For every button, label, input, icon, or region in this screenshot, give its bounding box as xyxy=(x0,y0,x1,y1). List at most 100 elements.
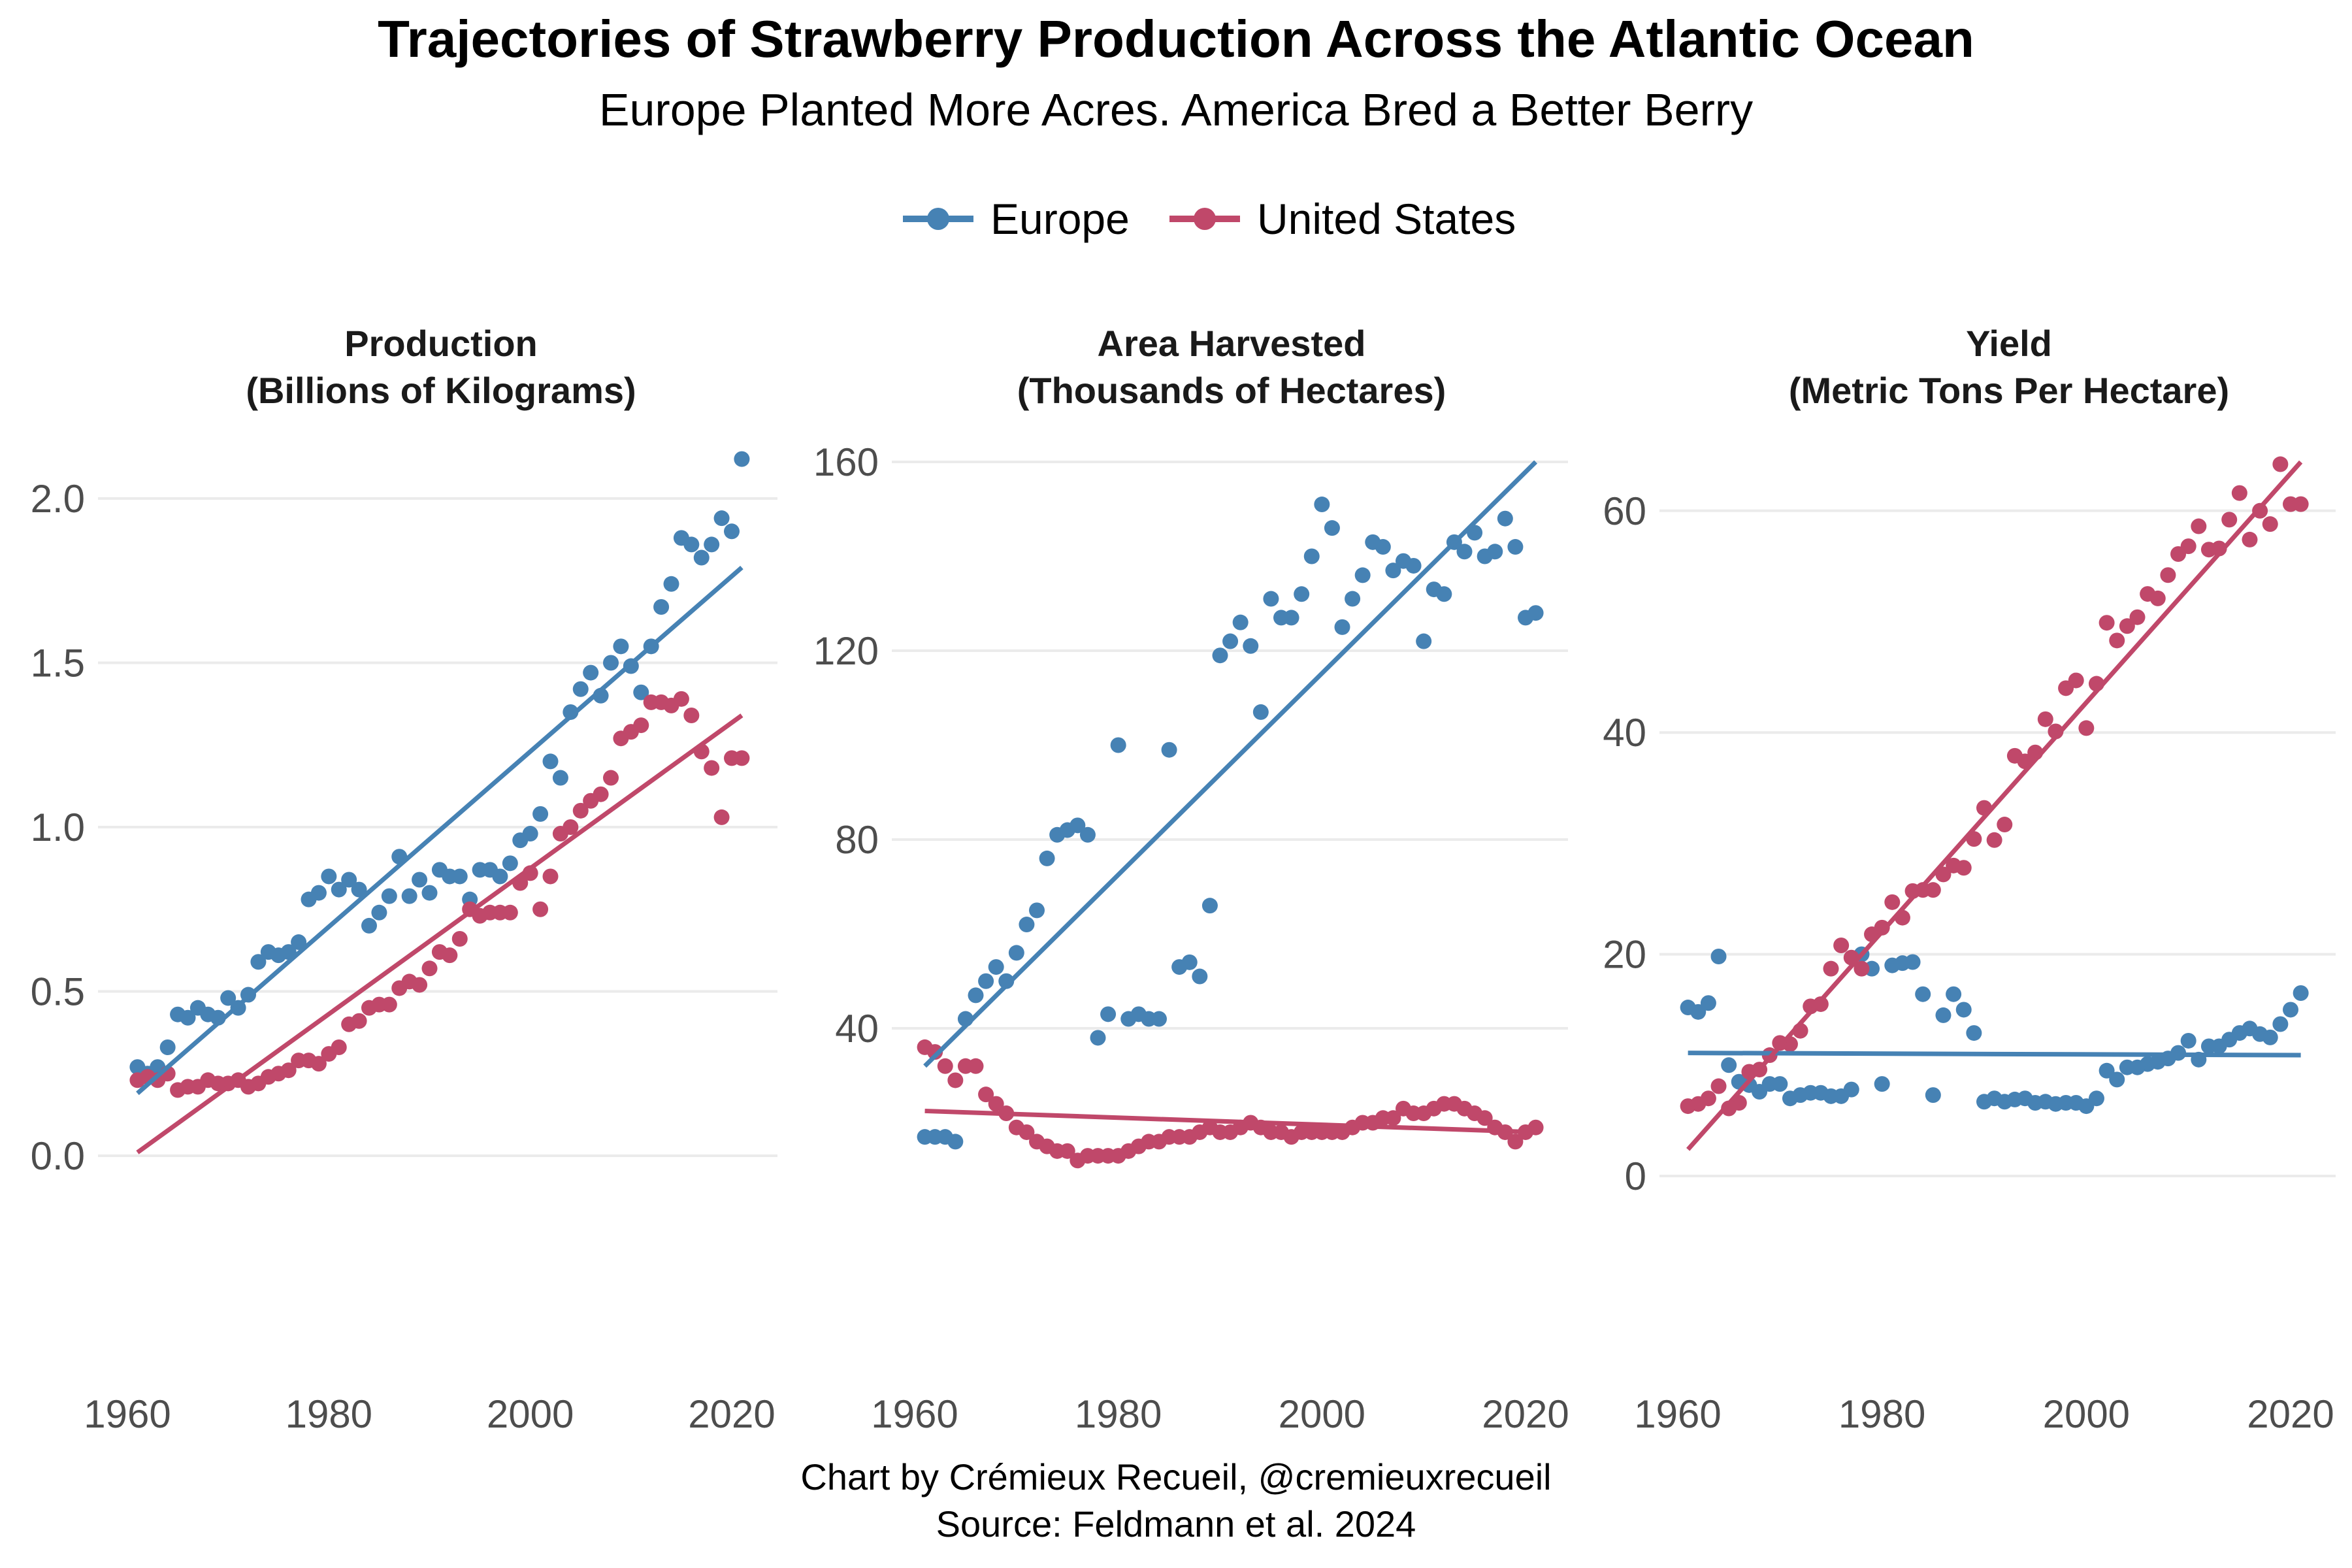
point-europe xyxy=(683,536,700,553)
point-europe xyxy=(371,904,387,921)
point-united-states xyxy=(2037,711,2053,727)
point-united-states xyxy=(2078,720,2095,736)
point-europe xyxy=(1497,510,1513,527)
point-europe xyxy=(2283,1002,2298,1018)
chart-title: Trajectories of Strawberry Production Ac… xyxy=(378,10,1974,68)
y-tick-label: 0 xyxy=(1625,1154,1646,1198)
legend-item-europe: Europe xyxy=(900,189,1130,248)
point-europe xyxy=(1874,1076,1890,1092)
point-europe xyxy=(1252,704,1269,720)
point-united-states xyxy=(451,931,468,947)
point-europe xyxy=(321,868,337,885)
y-tick-label: 160 xyxy=(813,440,879,484)
point-united-states xyxy=(2272,456,2289,472)
point-europe xyxy=(1721,1057,1737,1073)
point-united-states xyxy=(1385,1110,1401,1126)
point-united-states xyxy=(734,750,750,766)
point-united-states xyxy=(572,802,589,819)
y-tick-label: 40 xyxy=(1603,711,1646,755)
point-europe xyxy=(1955,1002,1972,1018)
point-europe xyxy=(2272,1016,2289,1032)
point-europe xyxy=(1772,1076,1788,1092)
point-europe xyxy=(1079,826,1096,843)
point-united-states xyxy=(442,947,458,964)
chart-subtitle: Europe Planted More Acres. America Bred … xyxy=(598,84,1754,135)
point-united-states xyxy=(1874,919,1890,936)
point-europe xyxy=(1222,633,1239,649)
point-europe xyxy=(2293,985,2309,1001)
point-united-states xyxy=(310,1056,327,1072)
point-europe xyxy=(1232,614,1249,630)
x-tick-label: 2020 xyxy=(2247,1392,2334,1436)
point-europe xyxy=(1324,520,1340,536)
y-tick-label: 1.0 xyxy=(31,806,85,849)
x-tick-label: 1960 xyxy=(84,1392,171,1436)
panel-title-area: Area Harvested (Thousands of Hectares) xyxy=(872,320,1591,414)
point-europe xyxy=(310,885,327,901)
point-europe xyxy=(1283,610,1299,626)
point-europe xyxy=(693,549,710,566)
point-united-states xyxy=(502,904,518,921)
legend-item-united-states: United States xyxy=(1167,189,1516,248)
x-tick-label: 2020 xyxy=(688,1392,775,1436)
point-europe xyxy=(542,753,559,770)
y-tick-label: 20 xyxy=(1603,933,1646,977)
point-united-states xyxy=(2129,609,2146,625)
point-united-states xyxy=(673,691,689,707)
point-united-states xyxy=(1833,938,1850,954)
point-europe xyxy=(341,872,357,888)
point-united-states xyxy=(1986,832,2002,848)
point-europe xyxy=(1212,647,1228,664)
y-tick-label: 0.5 xyxy=(31,970,85,1014)
caption-credit: Chart by Crémieux Recueil, @cremieuxrecu… xyxy=(800,1456,1552,1497)
caption: Chart by Crémieux Recueil, @cremieuxrecu… xyxy=(0,1454,2352,1548)
point-united-states xyxy=(2293,496,2309,512)
point-europe xyxy=(1100,1006,1117,1022)
point-europe xyxy=(1843,1081,1859,1098)
point-united-states xyxy=(1477,1110,1493,1126)
panel-title-line2: (Thousands of Hectares) xyxy=(1017,370,1446,411)
point-europe xyxy=(1263,591,1279,607)
point-united-states xyxy=(978,1086,994,1103)
point-europe xyxy=(1090,1030,1106,1046)
legend-key-us-icon xyxy=(1169,208,1240,230)
point-united-states xyxy=(1700,1090,1716,1107)
point-united-states xyxy=(947,1072,964,1088)
point-united-states xyxy=(2180,538,2197,555)
point-europe xyxy=(1385,563,1401,579)
point-europe xyxy=(2109,1071,2125,1088)
point-europe xyxy=(1070,817,1086,834)
point-europe xyxy=(1294,586,1310,602)
point-united-states xyxy=(2160,567,2176,583)
legend-label-united-states: United States xyxy=(1257,195,1516,243)
point-united-states xyxy=(988,1096,1004,1112)
x-tick-label: 1960 xyxy=(871,1392,958,1436)
point-europe xyxy=(1029,902,1045,919)
x-tick-label: 1980 xyxy=(1838,1392,1925,1436)
point-europe xyxy=(2088,1090,2104,1107)
legend-label-europe: Europe xyxy=(990,195,1130,243)
panel-title-production: Production (Billions of Kilograms) xyxy=(82,320,800,414)
point-europe xyxy=(1201,898,1218,914)
point-europe xyxy=(250,954,267,970)
point-europe xyxy=(401,888,417,904)
point-europe xyxy=(1700,995,1716,1011)
y-tick-label: 120 xyxy=(813,629,879,673)
point-united-states xyxy=(927,1044,943,1060)
point-europe xyxy=(968,987,984,1004)
legend-key-europe-icon xyxy=(903,208,973,230)
point-united-states xyxy=(412,977,428,993)
point-europe xyxy=(633,684,649,700)
trend-line-europe xyxy=(1688,1051,2301,1058)
panel-title-line1: Yield xyxy=(1966,323,2052,364)
point-europe xyxy=(583,664,599,681)
y-tick-label: 1.5 xyxy=(31,642,85,685)
point-united-states xyxy=(2149,590,2166,606)
point-europe xyxy=(1507,539,1524,555)
point-united-states xyxy=(683,707,700,723)
point-europe xyxy=(1710,948,1727,964)
point-europe xyxy=(1151,1011,1167,1027)
point-united-states xyxy=(713,809,730,825)
point-europe xyxy=(361,917,377,934)
point-europe xyxy=(2099,1062,2115,1079)
